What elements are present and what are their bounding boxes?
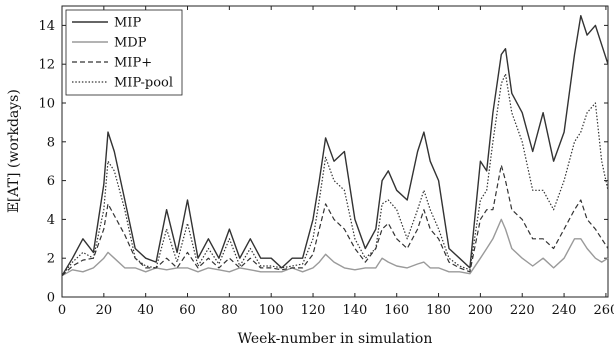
x-axis-title: Week-number in simulation: [238, 331, 433, 347]
x-tick-label: 120: [301, 303, 326, 318]
legend-label: MDP: [114, 36, 147, 51]
y-axis-title: 𝔼[AT] (workdays): [6, 89, 22, 213]
x-tick-label: 220: [510, 303, 535, 318]
x-tick-label: 60: [179, 303, 196, 318]
legend-box: [65, 9, 183, 96]
legend: MIP MDP MIP+ MIP-pool: [65, 9, 183, 96]
series-line-mip: [61, 164, 609, 277]
x-tick-label: 80: [221, 303, 238, 318]
y-tick-label: 2: [47, 252, 55, 267]
legend-label: MIP+: [114, 56, 152, 71]
y-tick-label: 14: [38, 19, 55, 34]
y-tick-label: 10: [38, 97, 55, 112]
y-tick-label: 4: [47, 213, 55, 228]
x-tick-label: 0: [58, 303, 66, 318]
x-tick-label: 20: [96, 303, 113, 318]
y-tick-label: 6: [47, 174, 55, 189]
axis-ticks: 0 20 40 60 80 100 120 140 160 180 200 220 240 260 0 2 4 6…: [38, 6, 614, 318]
series-line-mip: [61, 14, 609, 277]
x-tick-label: 100: [259, 303, 284, 318]
x-tick-label: 40: [137, 303, 154, 318]
x-tick-label: 180: [426, 303, 451, 318]
y-tick-label: 8: [47, 135, 55, 150]
x-tick-label: 260: [593, 303, 614, 318]
x-tick-label: 140: [342, 303, 367, 318]
plot-frame: [61, 5, 609, 298]
series-layer: [61, 14, 609, 277]
x-tick-label: 200: [468, 303, 493, 318]
series-line-mip-pool: [61, 73, 609, 277]
x-tick-label: 240: [552, 303, 577, 318]
legend-label: MIP-pool: [114, 76, 173, 91]
y-tick-label: 12: [38, 58, 55, 73]
legend-label: MIP: [114, 16, 141, 31]
y-tick-label: 0: [47, 291, 55, 306]
x-tick-label: 160: [384, 303, 409, 318]
